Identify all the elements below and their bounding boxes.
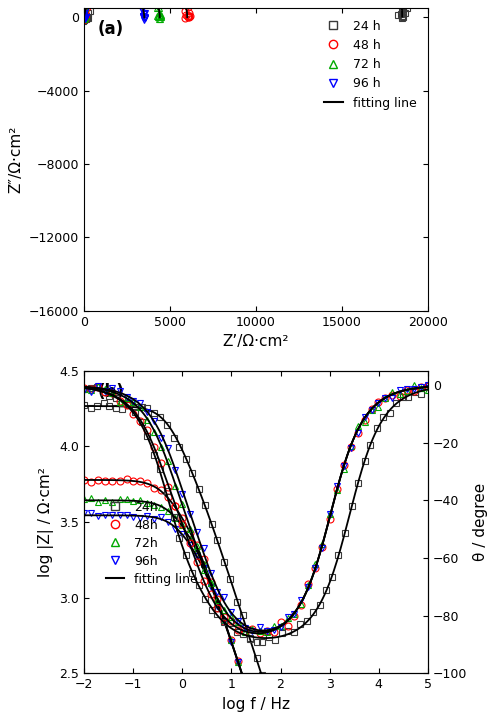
- Text: (b): (b): [98, 383, 124, 401]
- Legend: 24h, 48h, 72h, 96h, fitting line: 24h, 48h, 72h, 96h, fitting line: [101, 495, 203, 590]
- Y-axis label: θ / degree: θ / degree: [473, 483, 488, 561]
- Text: (a): (a): [98, 20, 124, 38]
- X-axis label: log f / Hz: log f / Hz: [222, 697, 290, 711]
- X-axis label: Z’/Ω·cm²: Z’/Ω·cm²: [223, 334, 289, 349]
- Y-axis label: Z″/Ω·cm²: Z″/Ω·cm²: [8, 126, 23, 193]
- Y-axis label: log |Z| / Ω·cm²: log |Z| / Ω·cm²: [38, 467, 54, 577]
- Legend: 24 h, 48 h, 72 h, 96 h, fitting line: 24 h, 48 h, 72 h, 96 h, fitting line: [319, 14, 422, 114]
